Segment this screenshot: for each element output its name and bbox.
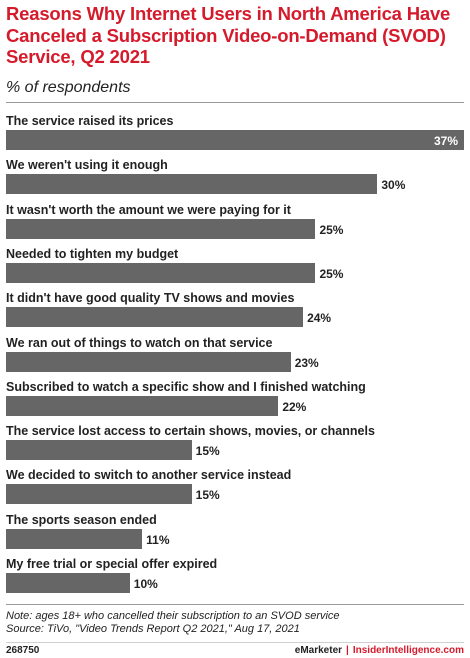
top-divider [6,102,464,103]
bar [6,174,378,195]
bar [6,130,464,150]
value-label: 24% [307,311,332,326]
category-label: The sports season ended [6,512,157,527]
chart-id: 268750 [6,645,40,656]
emarketer-brand: eMarketer [294,645,343,656]
footnote: Note: ages 18+ who cancelled their subsc… [6,610,340,636]
category-label: Needed to tighten my budget [6,246,179,261]
category-label: The service raised its prices [6,114,174,128]
bar [6,218,316,239]
value-label: 22% [282,399,307,414]
source-text: Source: TiVo, "Video Trends Report Q2 20… [6,623,300,635]
chart-subtitle: % of respondents [6,79,131,96]
value-label: 37% [434,134,459,148]
chart-title: Reasons Why Internet Users in North Amer… [6,3,451,67]
footer-divider [6,642,464,643]
bar [6,528,143,549]
bar-chart: The service raised its prices 37% We weren… [6,114,464,593]
brand-credit: eMarketer | InsiderIntelligence.com [295,645,464,656]
value-label: 10% [133,577,158,591]
bar [6,440,192,461]
bar [6,351,291,372]
brand-separator: | [346,645,349,656]
value-label: 15% [195,488,220,503]
insider-intelligence-link[interactable]: InsiderIntelligence.com [352,645,464,656]
category-label: We ran out of things to watch on that se… [6,335,273,350]
category-label: The service lost access to certain shows… [6,424,375,439]
category-label: We decided to switch to another service … [6,468,292,483]
bar [6,307,304,328]
value-label: 30% [381,178,406,193]
category-label: We weren't using it enough [6,158,168,173]
bottom-divider [6,604,464,605]
category-label: Subscribed to watch a specific show and … [6,379,366,394]
value-label: 25% [319,222,344,237]
bar [6,262,316,283]
value-label: 15% [195,444,220,459]
bar [6,573,130,593]
bar [6,395,279,416]
value-label: 23% [294,355,319,370]
value-label: 25% [319,266,344,281]
category-label: It didn't have good quality TV shows and… [6,291,295,306]
note-text: Note: ages 18+ who cancelled their subsc… [6,610,340,622]
bar [6,484,192,505]
value-label: 11% [146,532,170,547]
category-label: My free trial or special offer expired [6,557,218,571]
category-label: It wasn't worth the amount we were payin… [6,202,291,217]
